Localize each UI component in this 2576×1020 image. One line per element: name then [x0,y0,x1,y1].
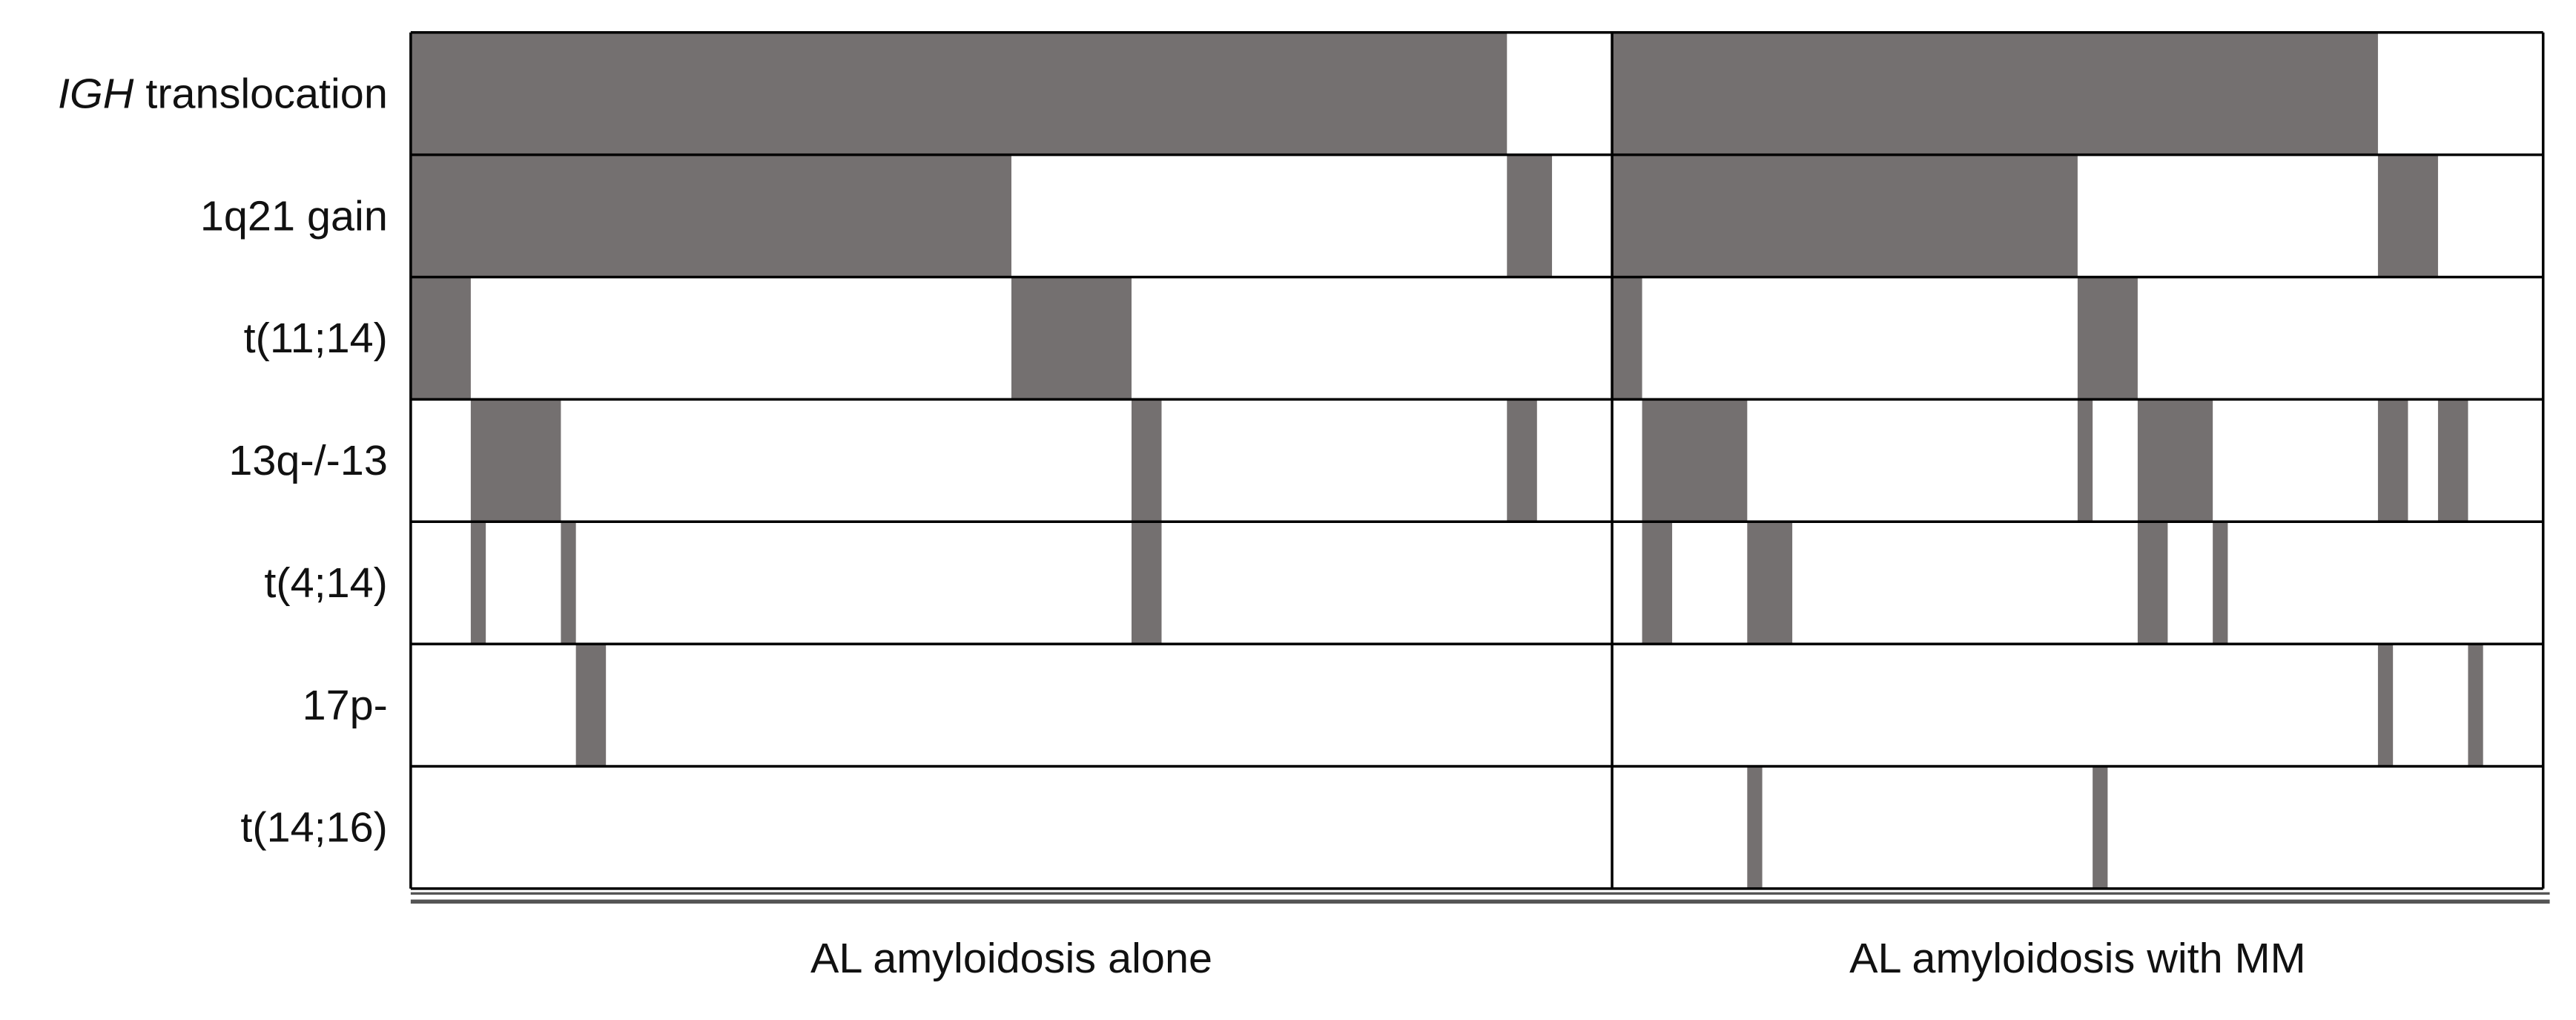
alteration-segment [1747,766,1763,889]
row-label: 13q-/-13 [228,438,387,485]
row-label-part: IGH [58,70,134,118]
alteration-segment [410,277,471,400]
row-label: IGH translocation [58,70,388,118]
alteration-segment [1747,521,1793,645]
alteration-segment [470,399,561,522]
row-label: t(14;16) [240,804,387,852]
alteration-segment [2077,277,2138,400]
alteration-segment [2137,399,2213,522]
row-label-part: t(14;16) [240,804,387,852]
alteration-segment [2093,766,2108,889]
alteration-segment [1131,399,1162,522]
alteration-segment [1642,399,1748,522]
row-label-part: 13q-/-13 [228,438,387,485]
alteration-segment [1507,399,1537,522]
group-label: AL amyloidosis alone [810,935,1212,983]
alteration-segment [2377,399,2408,522]
alteration-segment [1642,521,1673,645]
alteration-segment [2213,521,2228,645]
alteration-segment [2468,644,2483,767]
alteration-segment [2377,154,2438,277]
row-label: 17p- [303,682,388,729]
group-label: AL amyloidosis with MM [1849,935,2306,983]
row-label: 1q21 gain [200,193,388,240]
alteration-segment [1011,277,1132,400]
row-label-part: 17p- [303,682,388,729]
row-label: t(4;14) [264,559,387,607]
alteration-segment [1507,154,1553,277]
alteration-segment [561,521,576,645]
alteration-segment [575,644,607,767]
alteration-segment [1131,521,1162,645]
row-label: t(11;14) [244,315,388,363]
row-label-part: t(11;14) [244,315,388,363]
row-label-part: t(4;14) [264,559,387,607]
row-label-part: 1q21 gain [200,193,388,240]
alteration-segment [410,32,1507,155]
alteration-segment [2437,399,2468,522]
row-label-part: translocation [133,70,388,118]
alteration-segment [2377,644,2394,767]
alteration-segment [410,154,1011,277]
alteration-segment [1612,277,1642,400]
alteration-segment [2137,521,2168,645]
alteration-segment [1612,32,2378,155]
alteration-segment [2077,399,2093,522]
alteration-segment [1612,154,2078,277]
alteration-segment [470,521,486,645]
